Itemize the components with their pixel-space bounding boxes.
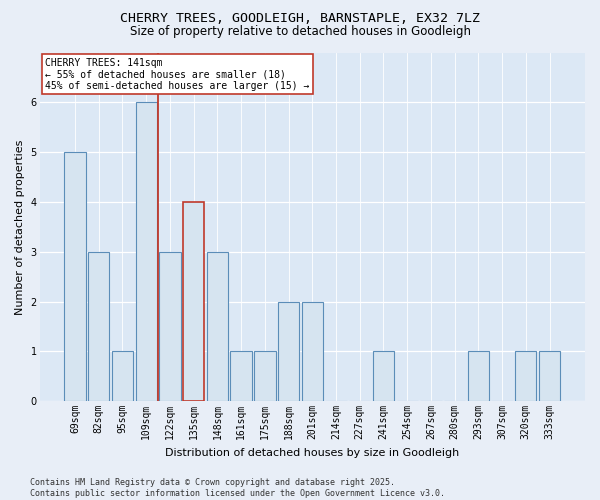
Text: CHERRY TREES, GOODLEIGH, BARNSTAPLE, EX32 7LZ: CHERRY TREES, GOODLEIGH, BARNSTAPLE, EX3… [120,12,480,26]
Y-axis label: Number of detached properties: Number of detached properties [15,139,25,314]
Bar [302,302,323,401]
Bar [207,252,228,401]
Bar [112,352,133,401]
Bar [515,352,536,401]
Bar [183,202,205,401]
Bar [64,152,86,401]
Text: Size of property relative to detached houses in Goodleigh: Size of property relative to detached ho… [130,25,470,38]
Bar [467,352,489,401]
Bar [136,102,157,401]
Bar [373,352,394,401]
Bar [88,252,109,401]
Bar [539,352,560,401]
Bar [278,302,299,401]
X-axis label: Distribution of detached houses by size in Goodleigh: Distribution of detached houses by size … [165,448,460,458]
Bar [254,352,275,401]
Bar [159,252,181,401]
Text: CHERRY TREES: 141sqm
← 55% of detached houses are smaller (18)
45% of semi-detac: CHERRY TREES: 141sqm ← 55% of detached h… [45,58,310,91]
Text: Contains HM Land Registry data © Crown copyright and database right 2025.
Contai: Contains HM Land Registry data © Crown c… [30,478,445,498]
Bar [230,352,252,401]
